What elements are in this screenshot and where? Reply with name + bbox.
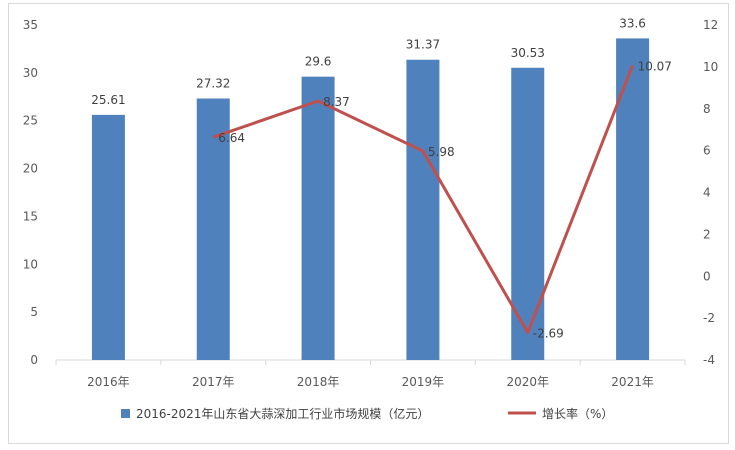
y-right-tick-label: 12 [703,18,718,32]
y-left-tick-label: 0 [30,353,38,367]
line-data-label: 5.98 [428,145,455,159]
bar[interactable] [511,67,545,360]
bar[interactable] [406,59,440,360]
bar-data-label: 31.37 [406,38,440,52]
bar-data-label: 27.32 [196,77,230,91]
x-tick-label: 2018年 [297,375,340,389]
y-left-tick-label: 25 [23,114,38,128]
bar[interactable] [301,76,335,360]
y-right-tick-label: 2 [703,227,711,241]
legend-bar-swatch [121,409,130,418]
x-tick-label: 2020年 [506,375,549,389]
y-right-tick-label: 0 [703,269,711,283]
y-right-tick-label: -4 [703,353,715,367]
y-left-tick-label: 35 [23,18,38,32]
chart-frame [8,3,729,444]
bar-data-label: 30.53 [511,46,545,60]
x-tick-label: 2021年 [611,375,654,389]
growth-rate-line[interactable] [212,64,634,335]
line-data-label: -2.69 [533,327,564,341]
bar[interactable] [91,114,125,360]
line-data-label: 8.37 [323,95,350,109]
y-left-tick-label: 5 [30,305,38,319]
y-right-tick-label: 8 [703,102,711,116]
line-data-label: 6.64 [218,131,245,145]
legend-bar-label: 2016-2021年山东省大蒜深加工行业市场规模（亿元） [136,406,429,421]
line-data-label: 10.07 [638,59,672,73]
y-left-tick-label: 30 [23,66,38,80]
bar-data-label: 25.61 [91,93,125,107]
x-tick-label: 2017年 [192,375,235,389]
y-left-tick-label: 15 [23,209,38,223]
bar-data-label: 29.6 [305,55,332,69]
bar[interactable] [616,38,650,361]
bar-data-label: 33.6 [619,16,646,30]
legend-line-label: 增长率（%） [542,406,613,421]
x-tick-label: 2016年 [87,375,130,389]
y-left-tick-label: 20 [23,162,38,176]
bar[interactable] [196,98,230,360]
y-right-tick-label: 4 [703,186,711,200]
y-left-tick-label: 10 [23,257,38,271]
x-tick-label: 2019年 [402,375,445,389]
y-right-tick-label: -2 [703,311,715,325]
y-right-tick-label: 10 [703,60,718,74]
y-right-tick-label: 6 [703,144,711,158]
